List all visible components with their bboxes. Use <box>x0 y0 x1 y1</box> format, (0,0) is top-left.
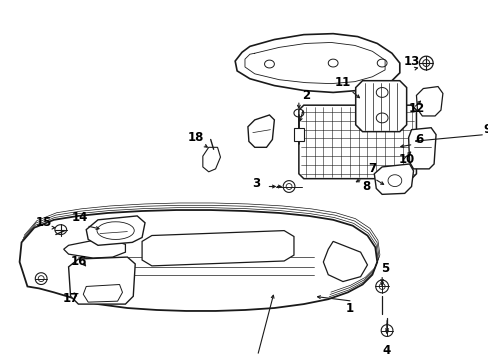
Polygon shape <box>323 242 366 282</box>
Text: 3: 3 <box>252 177 260 190</box>
Polygon shape <box>83 284 122 302</box>
Text: 18: 18 <box>187 131 204 144</box>
Text: 11: 11 <box>334 76 350 89</box>
Text: 6: 6 <box>414 133 423 146</box>
Polygon shape <box>142 231 293 266</box>
Polygon shape <box>298 105 416 179</box>
Polygon shape <box>408 128 435 169</box>
Text: 1: 1 <box>345 302 353 315</box>
Polygon shape <box>20 210 376 311</box>
Text: 14: 14 <box>72 211 88 224</box>
Polygon shape <box>63 240 125 258</box>
Text: 7: 7 <box>367 162 376 175</box>
Polygon shape <box>293 128 303 141</box>
Polygon shape <box>86 216 145 245</box>
Text: 17: 17 <box>62 292 79 305</box>
Polygon shape <box>355 81 406 132</box>
Polygon shape <box>68 257 135 304</box>
Text: 8: 8 <box>362 180 370 193</box>
Polygon shape <box>416 86 442 116</box>
Polygon shape <box>235 33 399 93</box>
Text: 15: 15 <box>36 216 52 229</box>
Text: 4: 4 <box>382 344 390 357</box>
Text: 13: 13 <box>403 55 419 68</box>
Polygon shape <box>203 147 220 172</box>
Polygon shape <box>373 164 413 194</box>
Text: 16: 16 <box>70 256 86 269</box>
Text: 9: 9 <box>483 123 488 136</box>
Text: 10: 10 <box>398 153 414 166</box>
Text: 12: 12 <box>407 102 424 114</box>
Text: 5: 5 <box>380 262 388 275</box>
Polygon shape <box>247 115 274 147</box>
Text: 2: 2 <box>301 89 309 102</box>
